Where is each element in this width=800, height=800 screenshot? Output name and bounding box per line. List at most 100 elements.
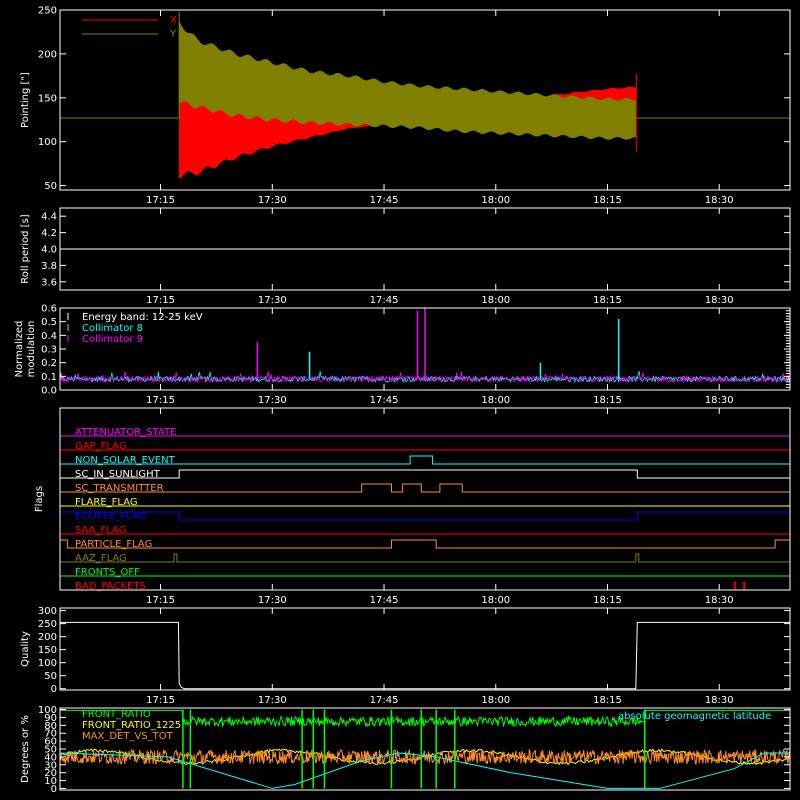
flags-xtick-label: 18:15 xyxy=(593,595,622,606)
roll-ytick-label: 4.0 xyxy=(41,245,57,256)
pointing-xtick-label: 18:15 xyxy=(593,195,622,206)
modulation-ytick-label: 0.1 xyxy=(41,372,57,383)
roll-xtick-label: 17:15 xyxy=(146,295,175,306)
flag-line-particle-flag xyxy=(59,539,791,549)
flag-label: AAZ_FLAG xyxy=(75,553,127,564)
quality-ytick-label: 300 xyxy=(38,606,57,617)
pointing-xtick-label: 17:15 xyxy=(146,195,175,206)
modulation-ytick-label: 0.3 xyxy=(41,345,57,356)
ratios-ylabel: Degrees or % xyxy=(20,715,31,783)
quality-ytick-label: 0 xyxy=(51,684,57,695)
flag-label: FLARE_FLAG xyxy=(75,497,138,508)
ratio-series-max-det-vs-tot xyxy=(59,748,791,766)
pointing-legend-label: Y xyxy=(169,29,177,40)
quality-xtick-label: 17:15 xyxy=(146,695,175,706)
ratios-ytick-label: 10 xyxy=(44,776,57,787)
modulation-legend-label: Collimator 9 xyxy=(82,334,143,345)
flags-ylabel: Flags xyxy=(34,486,45,512)
ratios-ytick-label: 50 xyxy=(44,745,57,756)
modulation-ytick-label: 0.4 xyxy=(41,331,57,342)
flag-label: ATTENUATOR_STATE xyxy=(75,427,176,438)
quality-line xyxy=(60,621,790,690)
quality-ytick-label: 200 xyxy=(38,632,57,643)
roll-xtick-label: 18:30 xyxy=(705,295,734,306)
quality-ytick-label: 250 xyxy=(38,619,57,630)
quality-ytick-label: 150 xyxy=(38,645,57,656)
modulation-xtick-label: 17:45 xyxy=(370,395,399,406)
ratios-ytick-label: 0 xyxy=(51,784,57,795)
quality-ytick-label: 100 xyxy=(38,658,57,669)
ratio-series-front-ratio xyxy=(60,709,790,728)
quality-xtick-label: 18:00 xyxy=(481,695,510,706)
flag-label: NON_SOLAR_EVENT xyxy=(75,455,176,466)
quality-frame xyxy=(59,607,791,691)
flag-line-aaz-flag xyxy=(60,553,790,563)
flag-label: GAP_FLAG xyxy=(75,441,127,452)
flag-label: PARTICLE_FLAG xyxy=(75,539,152,550)
quality-ylabel: Quality xyxy=(20,631,31,667)
modulation-ytick-label: 0.2 xyxy=(41,358,57,369)
flag-line-eclipse-flag xyxy=(59,511,791,521)
flag-line-sc-transmitter xyxy=(60,483,790,493)
pointing-xtick-label: 17:45 xyxy=(370,195,399,206)
roll-ylabel: Roll period [s] xyxy=(20,214,31,283)
ratios-legend-label: FRONT_RATIO_1225 xyxy=(82,720,181,731)
flags-xtick-label: 17:30 xyxy=(258,595,287,606)
flag-label: SC_TRANSMITTER xyxy=(75,483,164,494)
roll-ytick-label: 3.8 xyxy=(41,261,57,272)
modulation-xtick-label: 17:30 xyxy=(258,395,287,406)
modulation-xtick-label: 18:30 xyxy=(705,395,734,406)
quality-xtick-label: 17:45 xyxy=(370,695,399,706)
flags-frame xyxy=(59,407,791,591)
flag-line-non-solar-event xyxy=(60,455,790,465)
roll-ytick-label: 4.4 xyxy=(41,212,57,223)
roll-xtick-label: 17:30 xyxy=(258,295,287,306)
modulation-xtick-label: 17:15 xyxy=(146,395,175,406)
ratios-legend-label: MAX_DET_VS_TOT xyxy=(82,731,174,742)
flags-xtick-label: 18:30 xyxy=(705,595,734,606)
flag-line-bad-packets xyxy=(60,581,790,591)
pointing-xtick-label: 17:30 xyxy=(258,195,287,206)
pointing-xtick-label: 18:00 xyxy=(481,195,510,206)
pointing-legend-label: X xyxy=(170,15,177,26)
modulation-ytick-label: 0.6 xyxy=(41,304,57,315)
roll-xtick-label: 18:15 xyxy=(593,295,622,306)
modulation-ytick-label: 0.0 xyxy=(41,386,57,397)
flags-xtick-label: 18:00 xyxy=(481,595,510,606)
pointing-frame xyxy=(59,9,791,191)
pointing-ytick-label: 200 xyxy=(38,49,57,60)
roll-xtick-label: 17:45 xyxy=(370,295,399,306)
pointing-ytick-label: 100 xyxy=(38,137,57,148)
modulation-xtick-label: 18:00 xyxy=(481,395,510,406)
quality-xtick-label: 17:30 xyxy=(258,695,287,706)
roll-ytick-label: 3.6 xyxy=(41,277,57,288)
ratios-ytick-label: 20 xyxy=(44,768,57,779)
flags-xtick-label: 17:15 xyxy=(146,595,175,606)
quality-ytick-label: 50 xyxy=(44,671,57,682)
ratios-ytick-label: 70 xyxy=(44,729,57,740)
flag-label: FRONTS_OFF xyxy=(75,567,140,578)
flag-label: SAA_FLAG xyxy=(75,525,126,536)
ratios-ytick-label: 80 xyxy=(44,721,57,732)
modulation-ylabel: modulation xyxy=(26,321,37,378)
roll-xtick-label: 18:00 xyxy=(481,295,510,306)
ratios-ytick-label: 40 xyxy=(44,752,57,763)
modulation-ytick-label: 0.5 xyxy=(41,317,57,328)
quality-xtick-label: 18:15 xyxy=(593,695,622,706)
ratios-ytick-label: 30 xyxy=(44,760,57,771)
quality-xtick-label: 18:30 xyxy=(705,695,734,706)
ratios-ytick-label: 60 xyxy=(44,737,57,748)
flag-label: ECLIPSE_FLAG xyxy=(75,511,146,522)
modulation-xtick-label: 18:15 xyxy=(593,395,622,406)
pointing-ylabel: Pointing ["] xyxy=(20,72,31,128)
modulation-legend-label: Collimator 8 xyxy=(82,323,143,334)
flag-label: SC_IN_SUNLIGHT xyxy=(75,469,161,480)
pointing-ytick-label: 250 xyxy=(38,6,57,17)
pointing-xtick-label: 18:30 xyxy=(705,195,734,206)
ratios-ytick-label: 100 xyxy=(38,705,57,716)
flag-label: BAD_PACKETS xyxy=(75,581,146,592)
ratios-ytick-label: 90 xyxy=(44,713,57,724)
flag-line-sc-in-sunlight xyxy=(60,469,790,479)
pointing-ytick-label: 150 xyxy=(38,93,57,104)
